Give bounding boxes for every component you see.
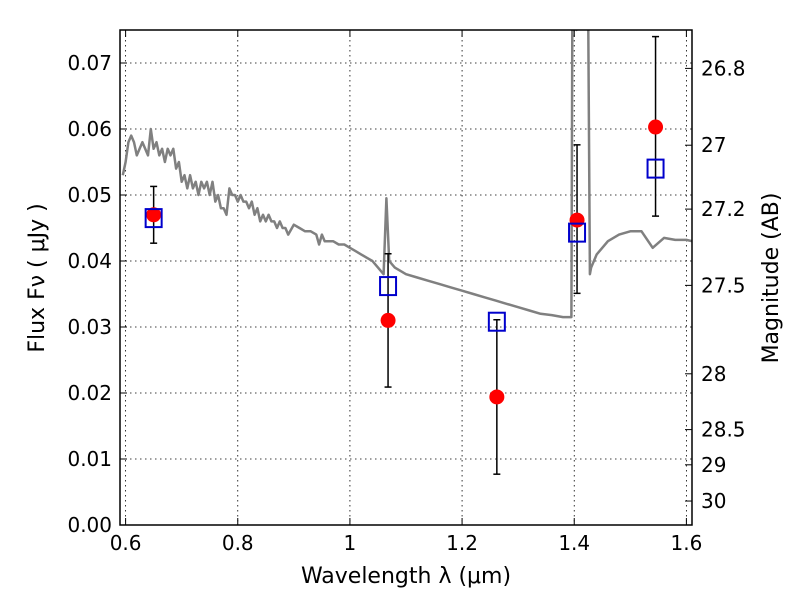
model-flux-square [487, 311, 506, 332]
plot-frame [119, 29, 693, 526]
model-flux-square [144, 208, 163, 229]
y-tick-label: 0.02 [67, 381, 112, 405]
y-tick-label: 0.07 [67, 51, 112, 75]
right-y-axis-label: Magnitude (AB) [759, 193, 784, 364]
grid [120, 30, 692, 526]
observed-flux-point [146, 207, 162, 223]
y-tick-label: 0.00 [67, 513, 112, 537]
data-layer [121, 30, 692, 475]
observed-flux-point [648, 119, 664, 135]
model-flux-square [568, 222, 587, 243]
right-y-tick-label: 28.5 [701, 418, 746, 442]
y-tick-label: 0.04 [67, 249, 112, 273]
x-tick-label: 1.2 [446, 531, 478, 555]
x-tick-label: 0.8 [222, 531, 254, 555]
y-tick-label: 0.06 [67, 117, 112, 141]
right-y-tick-label: 26.8 [701, 56, 746, 80]
model-spectrum-line [121, 30, 692, 319]
axes: 0.6 0.8 1 1.2 1.4 1.6 0.00 0.01 0.02 0.03 0.04 0.05… [67, 30, 746, 555]
observed-flux-point [489, 389, 505, 405]
y-tick-label: 0.05 [67, 183, 112, 207]
right-y-tick-label: 27 [701, 133, 726, 157]
right-y-tick-label: 30 [701, 489, 726, 513]
right-y-tick-label: 28 [701, 362, 726, 386]
right-y-tick-label: 27.5 [701, 273, 746, 297]
model-flux-square [646, 158, 665, 179]
y-tick-label: 0.03 [67, 315, 112, 339]
right-y-tick-label: 29 [701, 453, 726, 477]
x-axis-label: Wavelength λ (μm) [301, 564, 511, 589]
x-tick-label: 1 [344, 531, 357, 555]
observed-flux-point [569, 212, 585, 228]
y-axis-label: Flux Fν ( μJy ) [25, 203, 50, 352]
observed-flux-point [380, 312, 396, 328]
x-tick-label: 1.6 [670, 531, 702, 555]
y-tick-label: 0.01 [67, 447, 112, 471]
right-y-tick-label: 27.2 [701, 197, 746, 221]
model-flux-square [379, 276, 398, 297]
x-tick-label: 0.6 [110, 531, 142, 555]
x-tick-label: 1.4 [558, 531, 590, 555]
